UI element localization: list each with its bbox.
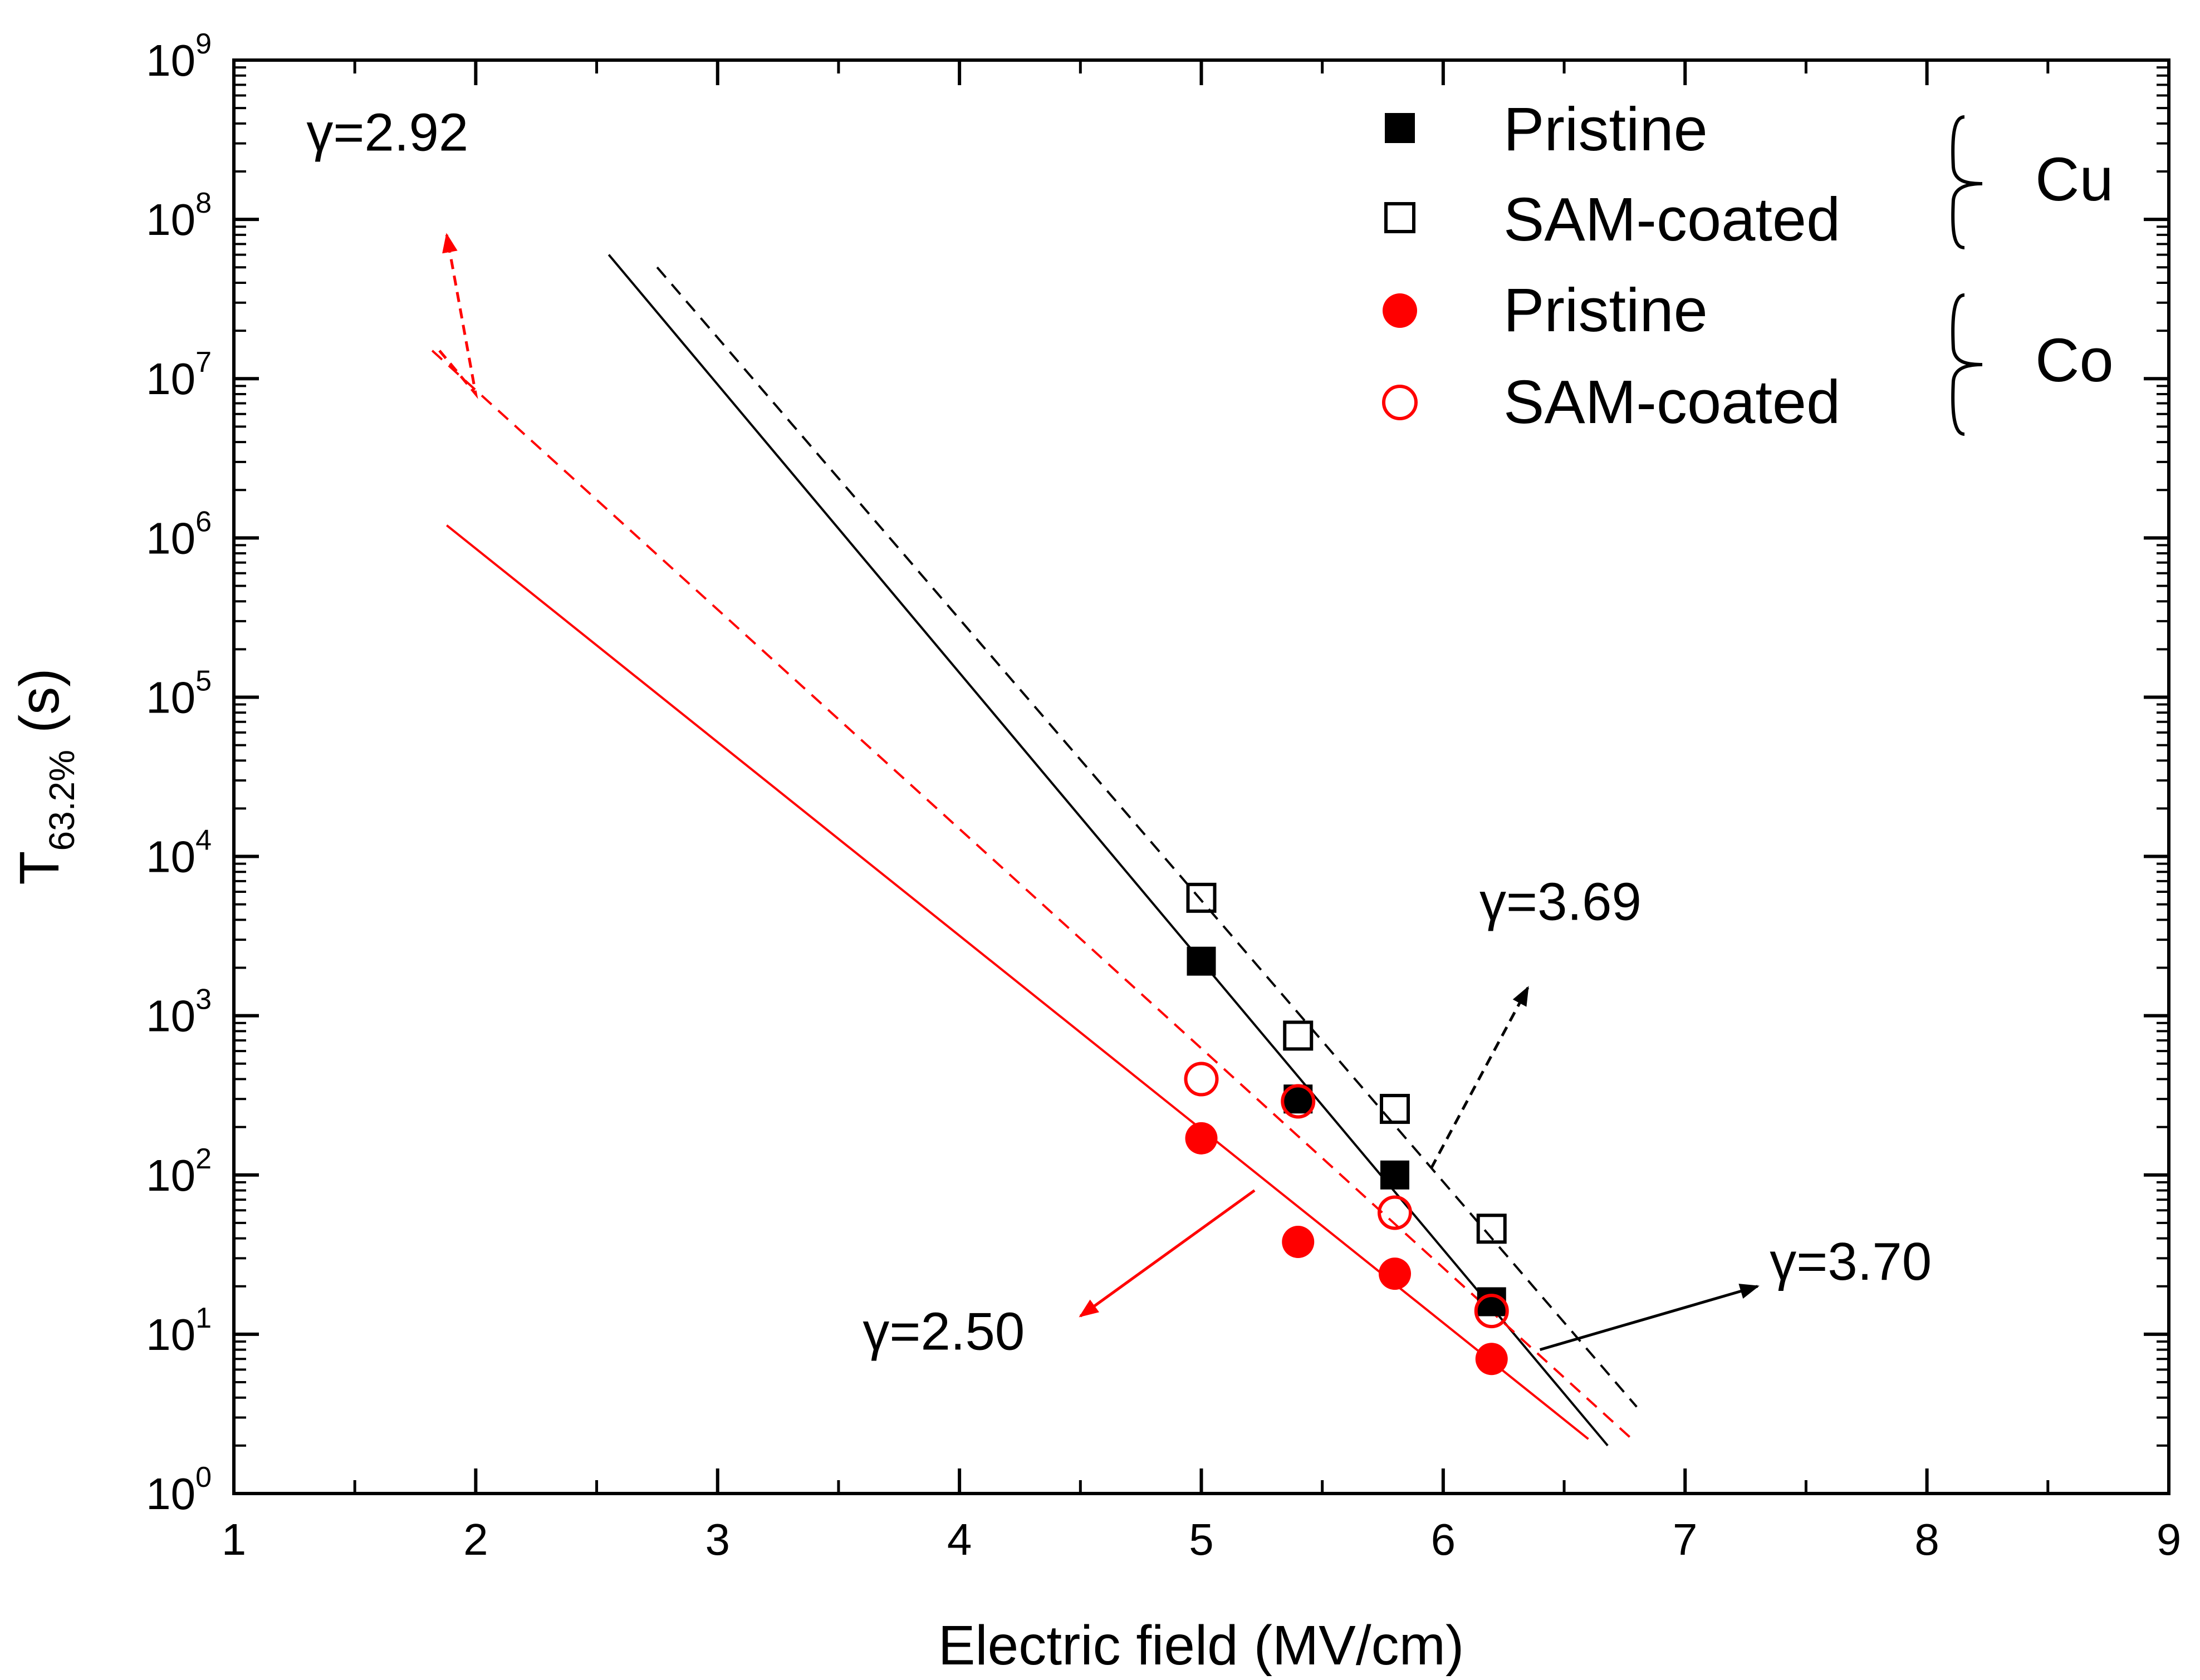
- annotation-arrow: [1429, 986, 1530, 1170]
- legend-marker-open-square: [1384, 202, 1415, 233]
- point-filled-circle: [1282, 1226, 1315, 1259]
- y-tick-label: 109: [146, 28, 212, 85]
- x-axis-title: Electric field (MV/cm): [938, 1614, 1464, 1677]
- fit-line: [607, 254, 1609, 1447]
- point-open-circle: [1474, 1294, 1509, 1329]
- point-filled-circle: [1475, 1343, 1508, 1376]
- fit-lines: [431, 254, 1638, 1447]
- y-tick-label: 101: [146, 1302, 212, 1359]
- point-open-square: [1476, 1214, 1507, 1244]
- y-axis-title: T63.2% (s): [8, 668, 82, 885]
- legend: Pristine SAM-coated Pristine SAM-coated …: [1382, 95, 2114, 436]
- annotation-arrow: [438, 233, 478, 399]
- annotation-label: γ=2.50: [863, 1302, 1025, 1362]
- y-tick-label: 104: [146, 824, 212, 882]
- y-tick-label: 100: [146, 1461, 212, 1519]
- legend-marker-open-circle: [1382, 385, 1418, 420]
- y-tick-label: 106: [146, 505, 212, 563]
- point-open-square: [1380, 1094, 1410, 1124]
- x-tick-label: 3: [705, 1515, 731, 1564]
- legend-label: SAM-coated: [1503, 185, 1840, 254]
- legend-marker-filled-square: [1385, 113, 1415, 143]
- y-axis-ticks: 100 101 102 103 104 105 106 107 108 109: [146, 28, 2169, 1519]
- point-filled-circle: [1379, 1257, 1411, 1290]
- point-open-circle: [1378, 1195, 1412, 1230]
- y-tick-label: 107: [146, 346, 212, 404]
- legend-brace-cu: [1951, 115, 1983, 249]
- y-tick-label: 105: [146, 665, 212, 722]
- y-tick-label: 103: [146, 984, 212, 1041]
- point-open-square: [1186, 882, 1217, 913]
- y-tick-label: 102: [146, 1143, 212, 1200]
- x-tick-label: 2: [463, 1515, 488, 1564]
- point-open-square: [1283, 1020, 1314, 1051]
- data-points: [1184, 882, 1509, 1376]
- point-filled-square: [1380, 1160, 1409, 1190]
- annotation-label: γ=3.69: [1479, 872, 1642, 931]
- legend-marker-filled-circle: [1383, 293, 1417, 328]
- x-tick-label: 9: [2157, 1515, 2182, 1564]
- legend-label: Pristine: [1503, 276, 1708, 345]
- annotations: γ=2.92 γ=3.69 γ=2.50 γ=3.70: [306, 103, 1932, 1362]
- legend-entry-co-sam-coated: SAM-coated: [1382, 368, 1840, 436]
- point-filled-square: [1187, 946, 1216, 976]
- legend-label: SAM-coated: [1503, 368, 1840, 436]
- x-axis-ticks: 1 2 3 4 5 6 7 8 9: [222, 60, 2182, 1564]
- x-tick-label: 1: [222, 1515, 247, 1564]
- legend-group-label-cu: Cu: [2035, 145, 2114, 214]
- point-filled-circle: [1185, 1122, 1218, 1155]
- fit-line: [656, 266, 1638, 1408]
- annotation-label: γ=2.92: [306, 103, 468, 163]
- legend-entry-co-pristine: Pristine: [1383, 276, 1708, 345]
- x-tick-label: 8: [1914, 1515, 1939, 1564]
- legend-entry-cu-sam-coated: SAM-coated: [1384, 185, 1840, 254]
- legend-group-label-co: Co: [2035, 326, 2114, 395]
- x-tick-label: 5: [1189, 1515, 1214, 1564]
- legend-label: Pristine: [1503, 95, 1708, 164]
- y-axis-title-main: T: [8, 851, 71, 885]
- y-axis-title-sub: 63.2%: [42, 750, 82, 851]
- annotation-label: γ=3.70: [1770, 1232, 1932, 1291]
- point-filled-square: [1477, 1287, 1506, 1317]
- legend-entry-cu-pristine: Pristine: [1385, 95, 1708, 164]
- fit-line: [431, 350, 1633, 1440]
- y-tick-label: 108: [146, 187, 212, 244]
- x-tick-label: 6: [1431, 1515, 1456, 1564]
- annotation-arrow: [1079, 1189, 1256, 1318]
- y-axis-title-unit: (s): [8, 668, 71, 733]
- x-tick-label: 4: [947, 1515, 972, 1564]
- x-tick-label: 7: [1673, 1515, 1698, 1564]
- legend-brace-co: [1951, 293, 1983, 436]
- point-open-circle: [1184, 1062, 1219, 1097]
- annotation-arrow: [1539, 1284, 1760, 1352]
- point-open-circle: [1281, 1084, 1316, 1119]
